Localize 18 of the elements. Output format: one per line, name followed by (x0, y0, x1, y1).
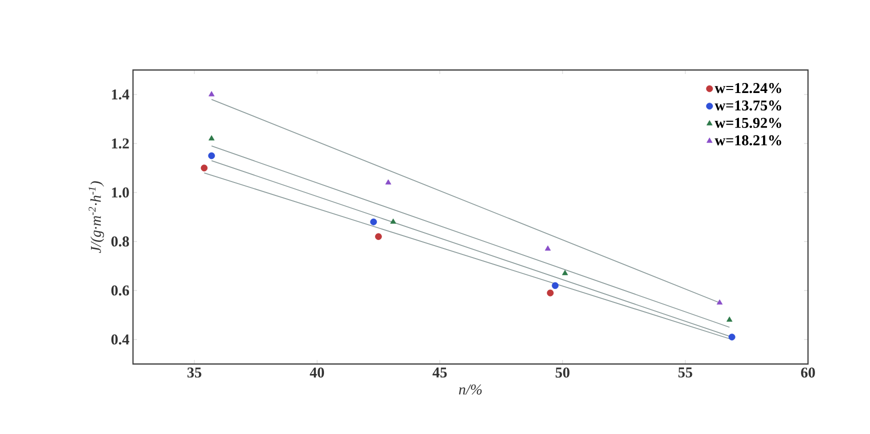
x-tick-label: 40 (310, 368, 324, 378)
y-tick-label: 1.0 (112, 187, 129, 198)
y-tick-label: 1.4 (112, 89, 130, 100)
y-tick-label: 0.6 (111, 285, 130, 296)
legend-label: w=15.92% (714, 118, 782, 128)
x-tick-label: 45 (432, 368, 447, 378)
x-tick-label: 50 (556, 368, 570, 378)
y-tick-label: 0.4 (111, 334, 130, 345)
legend-label: w=12.24% (714, 83, 782, 94)
legend-label: w=18.21% (714, 135, 782, 146)
y-tick-label: 0.8 (111, 236, 129, 247)
y-tick-label: 1.2 (112, 138, 129, 149)
x-axis-title: n/% (459, 384, 482, 395)
legend-label: w=13.75% (714, 100, 782, 111)
x-tick-label: 35 (187, 368, 202, 378)
x-tick-label: 55 (678, 368, 692, 378)
y-axis-title: J/(g·m$^{-2}$·h$^{-1}$) (88, 181, 104, 253)
x-tick-label: 60 (801, 368, 815, 378)
